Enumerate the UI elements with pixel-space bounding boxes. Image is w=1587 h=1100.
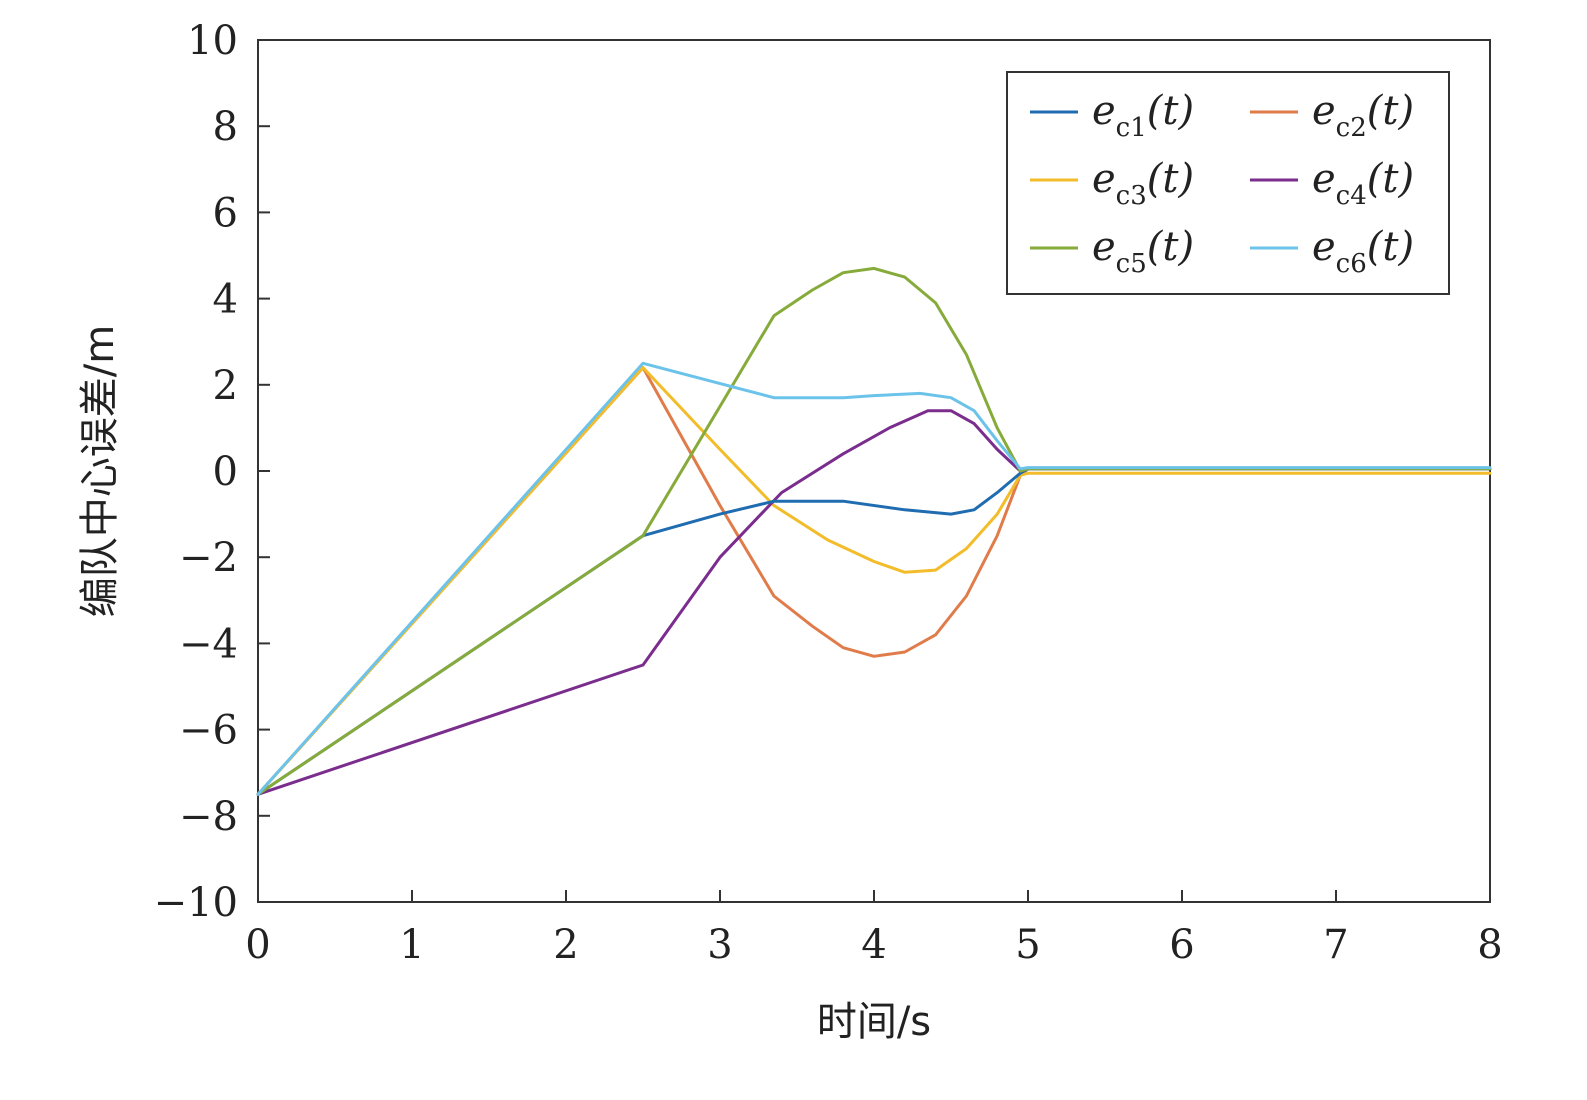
y-tick-label: 8: [213, 104, 238, 150]
y-tick-label: −4: [179, 621, 238, 667]
series-line-c1: [256, 467, 1492, 796]
series-line-c6: [256, 361, 1492, 796]
x-tick-label: 7: [1323, 922, 1348, 968]
series-line-c3: [256, 366, 1492, 796]
legend-label-c2: ec2(t): [1312, 88, 1414, 143]
legend-label-c5: ec5(t): [1092, 224, 1194, 279]
axis-ticks: 0 1 2 3 4 5 6 7 8 10 8 6 4 2 0 −2 −4 −6 −8 −10: [154, 18, 1503, 968]
x-tick-label: 1: [399, 922, 424, 968]
y-tick-label: 4: [213, 277, 238, 323]
y-tick-label: −8: [179, 794, 238, 840]
y-tick-label: 10: [187, 18, 238, 64]
legend: ec1(t) ec2(t) ec3(t) ec4(t) ec5(t) ec6(t): [1006, 71, 1450, 295]
y-tick-label: −6: [179, 708, 238, 754]
x-tick-label: 3: [707, 922, 732, 968]
y-tick-label: 2: [213, 363, 238, 409]
y-axis-title: 编队中心误差/m: [77, 325, 123, 617]
x-tick-label: 2: [553, 922, 578, 968]
legend-label-c3: ec3(t): [1092, 156, 1194, 211]
x-tick-label: 4: [861, 922, 886, 968]
legend-label-c1: ec1(t): [1092, 88, 1194, 143]
legend-label-c6: ec6(t): [1312, 224, 1414, 279]
series-lines: [256, 266, 1492, 796]
y-tick-label: 0: [213, 449, 238, 495]
x-tick-label: 5: [1015, 922, 1040, 968]
x-tick-label: 0: [245, 922, 270, 968]
y-tick-label: 6: [213, 190, 238, 236]
x-axis-title: 时间/s: [817, 999, 931, 1045]
y-tick-label: −10: [154, 880, 238, 926]
y-tick-label: −2: [179, 535, 238, 581]
x-tick-label: 6: [1169, 922, 1194, 968]
series-line-c5: [256, 266, 1492, 796]
legend-label-c4: ec4(t): [1312, 156, 1414, 211]
x-tick-label: 8: [1477, 922, 1502, 968]
legend-box: [1006, 71, 1450, 295]
series-line-c2: [256, 366, 1492, 796]
